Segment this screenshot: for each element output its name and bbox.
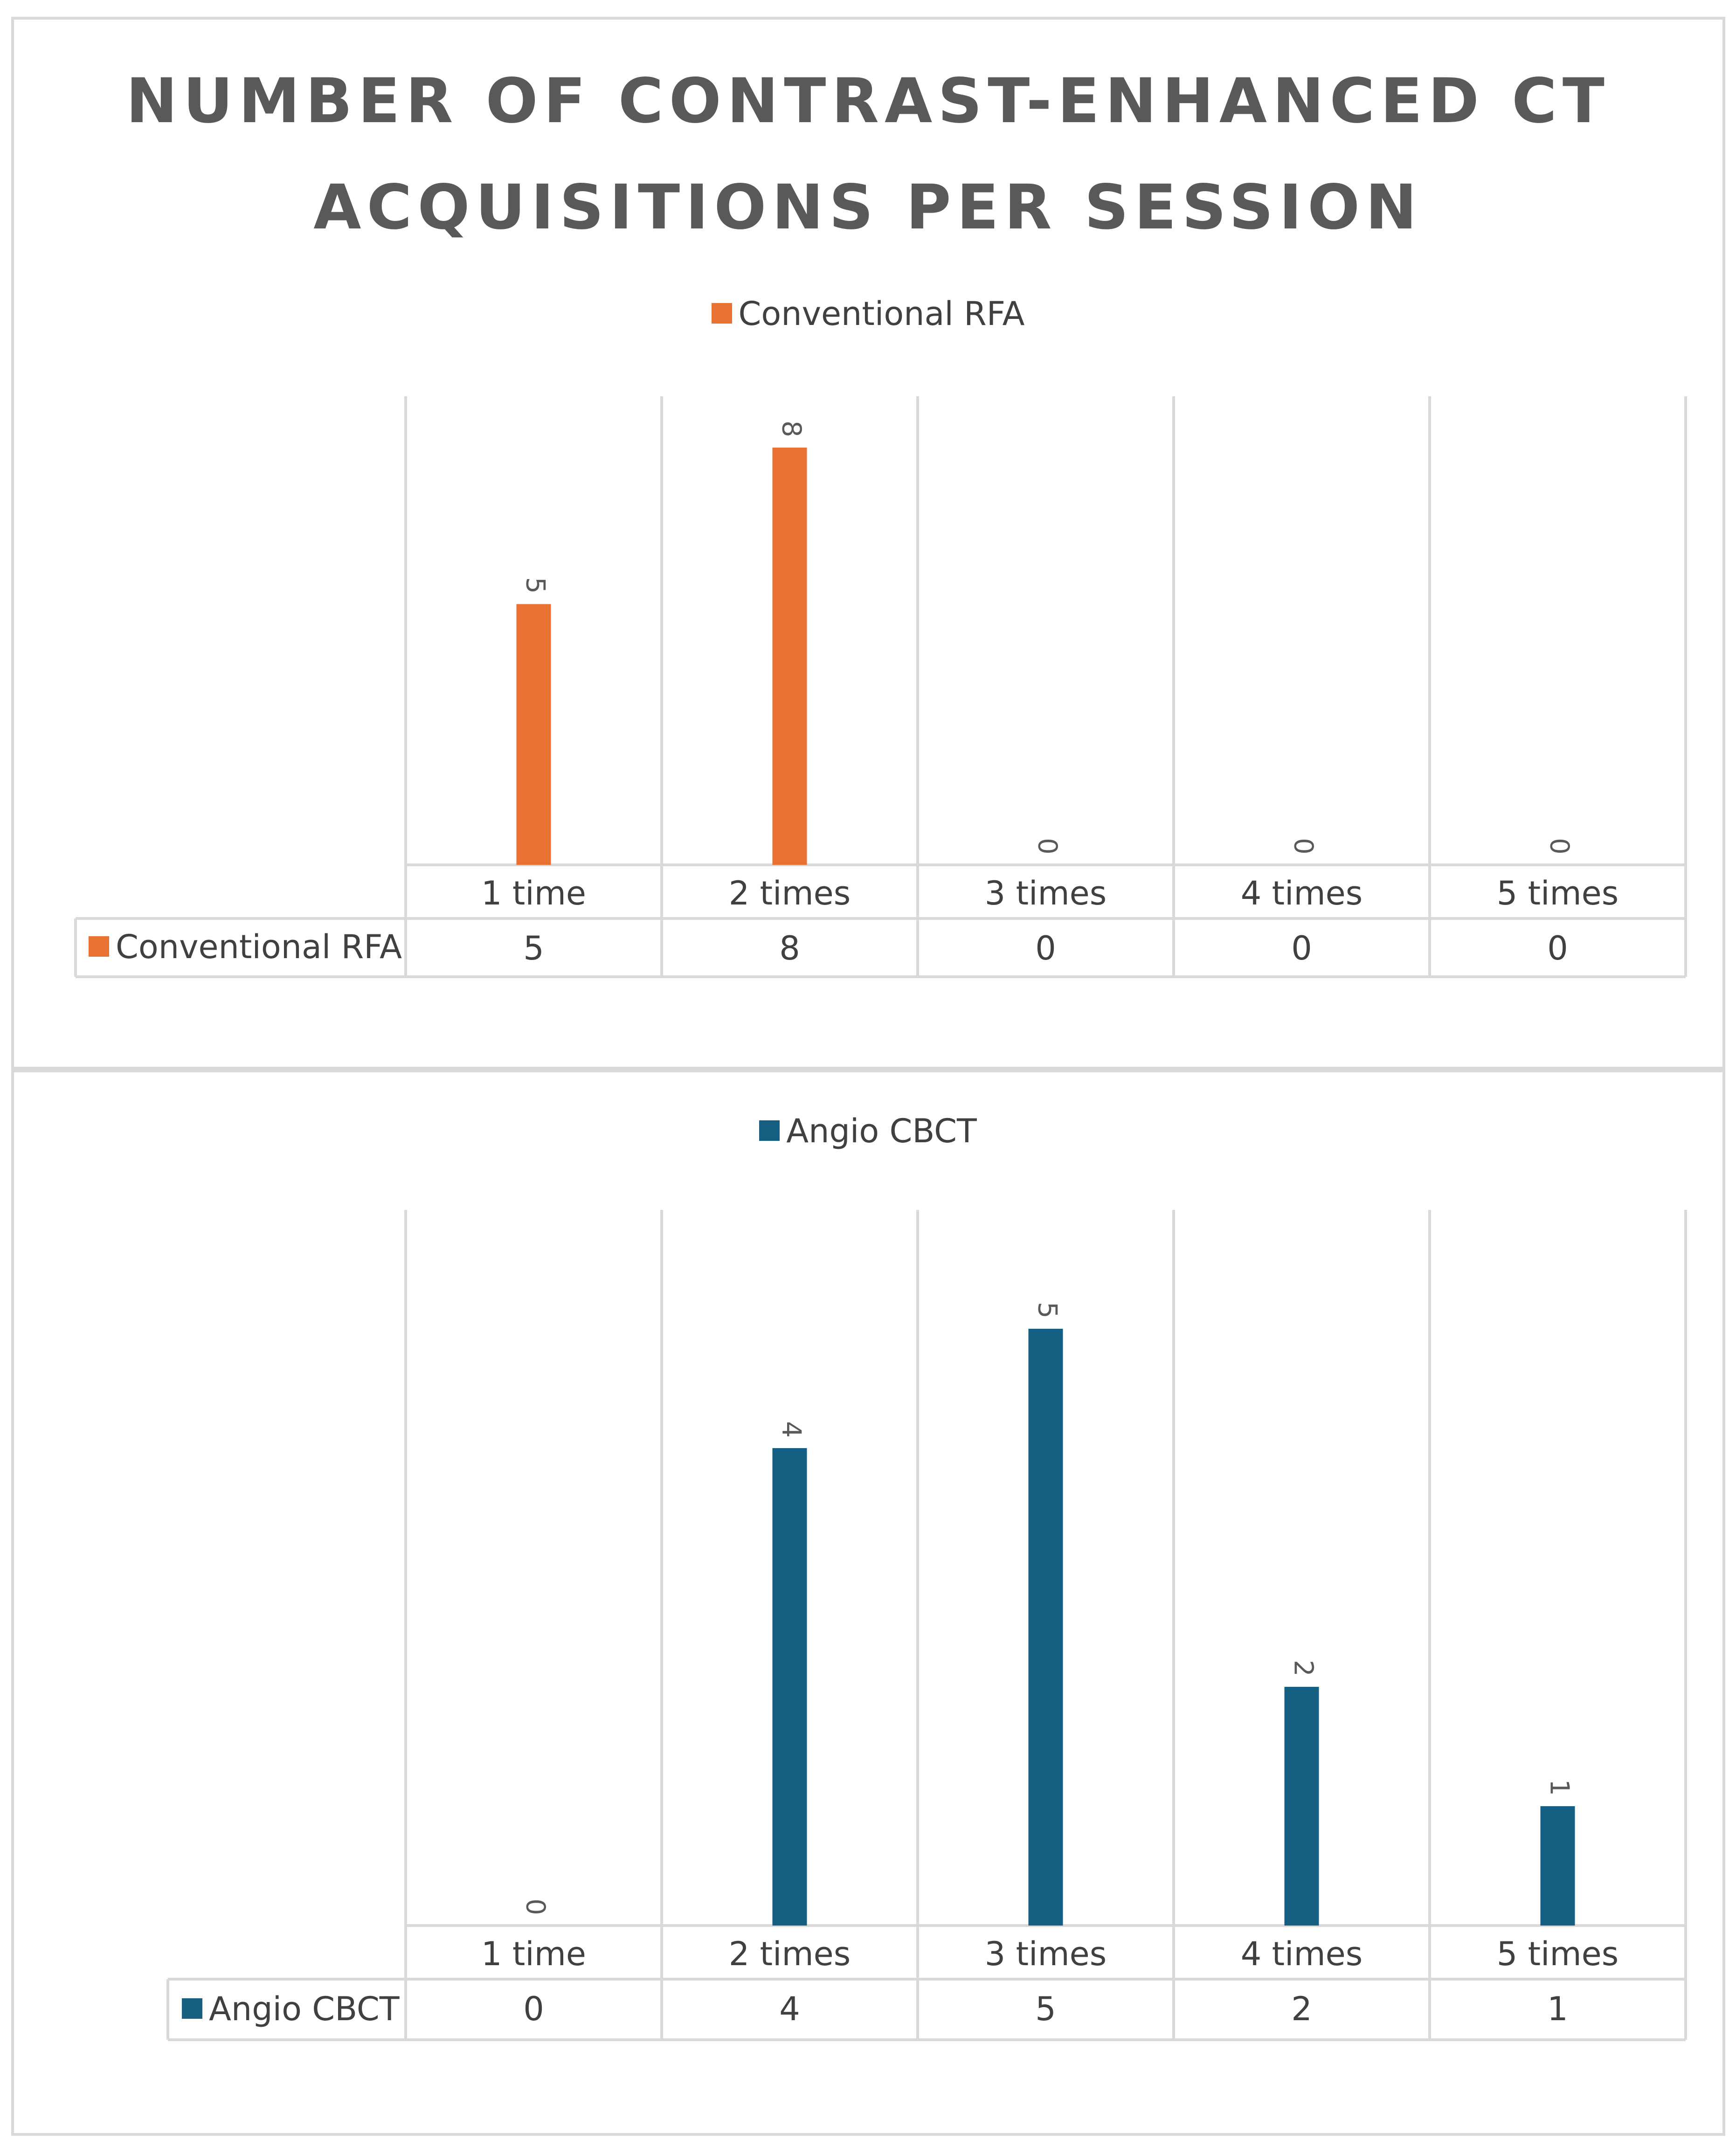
chart-title-line-1: NUMBER OF CONTRAST-ENHANCED CT xyxy=(126,65,1610,137)
data-label: 1 xyxy=(1544,1779,1574,1796)
category-label: 5 times xyxy=(1497,1935,1618,1973)
legend-swatch-conventional-rfa xyxy=(711,303,732,324)
data-label: 0 xyxy=(1032,838,1062,855)
bar xyxy=(772,1448,807,1926)
table-row-swatch xyxy=(182,1998,202,2019)
category-label: 4 times xyxy=(1241,874,1363,912)
bar xyxy=(1284,1687,1319,1926)
table-cell-value: 1 xyxy=(1547,1990,1568,2028)
bar-chart-conventional-rfa: 5 1 time 5 8 2 times 8 0 3 times 0 0 4 times 0 0 5 ti… xyxy=(74,396,1687,978)
data-label: 8 xyxy=(776,421,806,437)
data-label: 5 xyxy=(520,577,550,594)
bar xyxy=(516,604,551,865)
table-cell-value: 5 xyxy=(523,929,544,967)
table-cell-value: 8 xyxy=(779,929,800,967)
legend-top: Conventional RFA xyxy=(0,295,1736,333)
data-label: 0 xyxy=(1544,838,1574,855)
category-label: 1 time xyxy=(481,874,586,912)
chart-title-line-2: ACQUISITIONS PER SESSION xyxy=(313,172,1423,243)
data-label: 5 xyxy=(1032,1302,1062,1319)
bar xyxy=(1540,1806,1575,1926)
chart-frame xyxy=(11,17,1725,2136)
table-row-header-conventional-rfa: Conventional RFA xyxy=(89,928,402,966)
category-label: 3 times xyxy=(985,874,1107,912)
bar xyxy=(1028,1329,1063,1926)
legend-label-angio-cbct: Angio CBCT xyxy=(786,1112,977,1150)
table-cell-value: 0 xyxy=(523,1990,544,2028)
category-label: 3 times xyxy=(985,1935,1107,1973)
table-cell-value: 0 xyxy=(1035,929,1056,967)
data-label: 4 xyxy=(776,1421,806,1438)
category-label: 2 times xyxy=(729,1935,851,1973)
category-label: 1 time xyxy=(481,1935,586,1973)
table-cell-value: 2 xyxy=(1291,1990,1312,2028)
legend-swatch-angio-cbct xyxy=(759,1120,780,1141)
table-cell-value: 0 xyxy=(1547,929,1568,967)
category-label: 2 times xyxy=(729,874,851,912)
table-cell-value: 4 xyxy=(779,1990,800,2028)
data-label: 2 xyxy=(1288,1660,1318,1677)
table-row-label: Angio CBCT xyxy=(209,1990,400,2028)
table-cell-value: 0 xyxy=(1291,929,1312,967)
legend-label-conventional-rfa: Conventional RFA xyxy=(738,295,1025,333)
table-cell-value: 5 xyxy=(1035,1990,1056,2028)
chart-divider xyxy=(11,1067,1725,1072)
data-label: 0 xyxy=(1288,838,1318,855)
table-row-label: Conventional RFA xyxy=(116,928,402,966)
category-label: 5 times xyxy=(1497,874,1618,912)
table-row-header-angio-cbct: Angio CBCT xyxy=(182,1990,400,2028)
bar xyxy=(772,448,807,865)
table-row-swatch xyxy=(89,936,109,957)
legend-bottom: Angio CBCT xyxy=(0,1112,1736,1150)
data-label: 0 xyxy=(520,1898,550,1915)
category-label: 4 times xyxy=(1241,1935,1363,1973)
